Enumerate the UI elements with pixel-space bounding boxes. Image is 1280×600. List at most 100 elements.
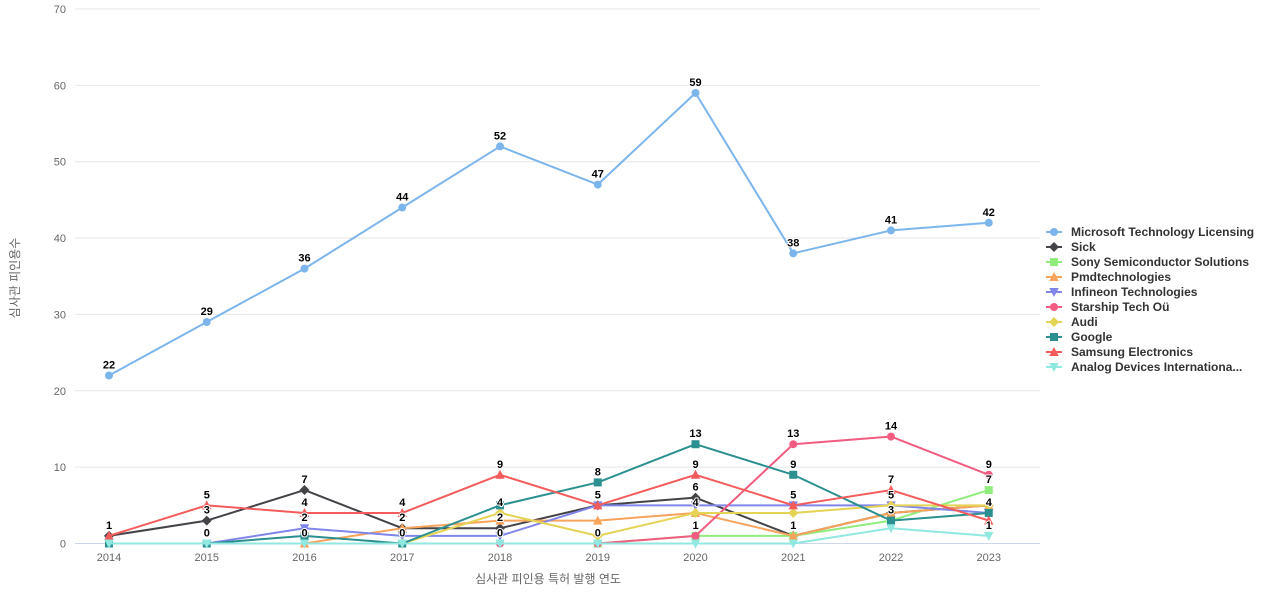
- triangle-down-marker: [690, 501, 701, 511]
- legend-circle-marker-icon: [1046, 302, 1062, 311]
- legend-label: Audi: [1071, 314, 1098, 329]
- circle-marker: [691, 88, 700, 97]
- triangle-down-marker: [788, 539, 798, 549]
- diamond-marker: [592, 530, 603, 541]
- point-label: 4: [497, 497, 504, 509]
- series-line: [108, 489, 990, 537]
- y-axis-title: 심사관 피인용수: [8, 238, 22, 319]
- triangle-marker: [886, 485, 896, 495]
- series-samsung-electronics: [104, 469, 994, 540]
- circle-marker: [496, 142, 504, 151]
- circle-marker: [789, 440, 798, 449]
- legend-item-sick[interactable]: Sick: [1046, 239, 1254, 254]
- point-label: 7: [301, 474, 307, 486]
- diamond-marker: [495, 507, 505, 518]
- legend-item-google[interactable]: Google: [1046, 329, 1254, 344]
- point-label: 7: [888, 474, 894, 486]
- y-tick-label: 20: [54, 386, 66, 398]
- point-label: 0: [301, 528, 307, 540]
- circle-marker: [887, 432, 895, 441]
- legend-item-infineon-technologies[interactable]: Infineon Technologies: [1046, 284, 1254, 299]
- point-label: 0: [595, 528, 601, 540]
- legend-item-pmdtechnologies[interactable]: Pmdtechnologies: [1046, 269, 1254, 284]
- triangle-down-marker: [202, 539, 212, 549]
- diamond-marker: [690, 507, 701, 518]
- series-line: [108, 91, 990, 377]
- x-tick-label: 2018: [488, 552, 512, 564]
- point-label: 4: [399, 497, 406, 509]
- circle-marker: [300, 264, 309, 273]
- square-marker: [887, 516, 895, 525]
- point-label: 42: [983, 207, 995, 219]
- legend-triangle-down-marker-icon: [1046, 287, 1062, 297]
- triangle-marker: [495, 515, 505, 525]
- point-label: 1: [986, 520, 992, 532]
- point-label: 9: [790, 459, 796, 471]
- legend-item-starship-tech-o[interactable]: Starship Tech Oü: [1046, 299, 1254, 314]
- triangle-marker: [788, 500, 798, 510]
- triangle-marker: [984, 515, 994, 525]
- triangle-marker: [690, 469, 701, 479]
- point-label: 5: [595, 489, 601, 501]
- point-label: 38: [787, 237, 799, 249]
- point-label: 0: [399, 528, 405, 540]
- point-label: 36: [298, 253, 310, 265]
- series-analog-devices-internationa: [104, 524, 994, 549]
- triangle-marker: [202, 500, 212, 510]
- triangle-marker: [788, 530, 798, 540]
- legend-item-sony-semiconductor-solutions[interactable]: Sony Semiconductor Solutions: [1046, 254, 1254, 269]
- point-label: 0: [497, 528, 503, 540]
- point-label: 14: [885, 421, 898, 433]
- x-tick-label: 2014: [97, 552, 121, 564]
- point-label: 47: [592, 169, 604, 181]
- legend-marker: [1050, 302, 1058, 311]
- series-line: [303, 504, 990, 545]
- diamond-marker: [886, 500, 896, 511]
- legend-square-marker-icon: [1046, 257, 1062, 266]
- legend-marker: [1049, 316, 1059, 327]
- circle-marker: [398, 203, 407, 212]
- legend-label: Microsoft Technology Licensing: [1071, 224, 1255, 239]
- chart-legend: Microsoft Technology Licensing Sick Sony S…: [1046, 224, 1254, 374]
- circle-marker: [887, 226, 895, 235]
- diamond-marker: [495, 523, 505, 534]
- point-label: 2: [301, 512, 307, 524]
- legend-diamond-marker-icon: [1046, 316, 1062, 327]
- diamond-marker: [788, 507, 799, 518]
- series-audi: [397, 500, 994, 549]
- x-tick-label: 2023: [977, 552, 1001, 564]
- legend-triangle-marker-icon: [1046, 271, 1062, 281]
- point-label: 3: [888, 505, 894, 517]
- point-label: 4: [986, 497, 993, 509]
- legend-item-audi[interactable]: Audi: [1046, 314, 1254, 329]
- y-tick-label: 40: [54, 233, 66, 245]
- square-marker: [984, 508, 993, 517]
- x-axis-title: 심사관 피인용 특허 발행 연도: [475, 571, 621, 586]
- point-label: 5: [790, 489, 796, 501]
- legend-marker: [1049, 241, 1059, 252]
- legend-label: Infineon Technologies: [1071, 284, 1198, 299]
- point-label: 4: [692, 497, 699, 509]
- triangle-marker: [593, 500, 603, 510]
- square-marker: [984, 486, 993, 495]
- legend-label: Starship Tech Oü: [1071, 299, 1170, 314]
- x-tick-label: 2017: [390, 552, 414, 564]
- point-label: 0: [204, 528, 210, 540]
- y-tick-label: 60: [54, 80, 66, 92]
- x-tick-label: 2022: [879, 552, 903, 564]
- circle-marker: [593, 180, 602, 189]
- legend-item-samsung-electronics[interactable]: Samsung Electronics: [1046, 344, 1254, 359]
- x-tick-label: 2020: [683, 552, 707, 564]
- triangle-down-marker: [593, 539, 603, 549]
- legend-circle-marker-icon: [1046, 227, 1062, 236]
- legend-label: Pmdtechnologies: [1071, 269, 1172, 284]
- circle-marker: [105, 371, 113, 380]
- legend-label: Sick: [1071, 239, 1096, 254]
- point-label: 22: [103, 360, 115, 372]
- point-label: 5: [204, 489, 210, 501]
- legend-item-analog-devices-internationa[interactable]: Analog Devices Internationa...: [1046, 359, 1254, 374]
- legend-item-microsoft-technology-licensing[interactable]: Microsoft Technology Licensing: [1046, 224, 1254, 239]
- triangle-down-marker: [495, 539, 505, 549]
